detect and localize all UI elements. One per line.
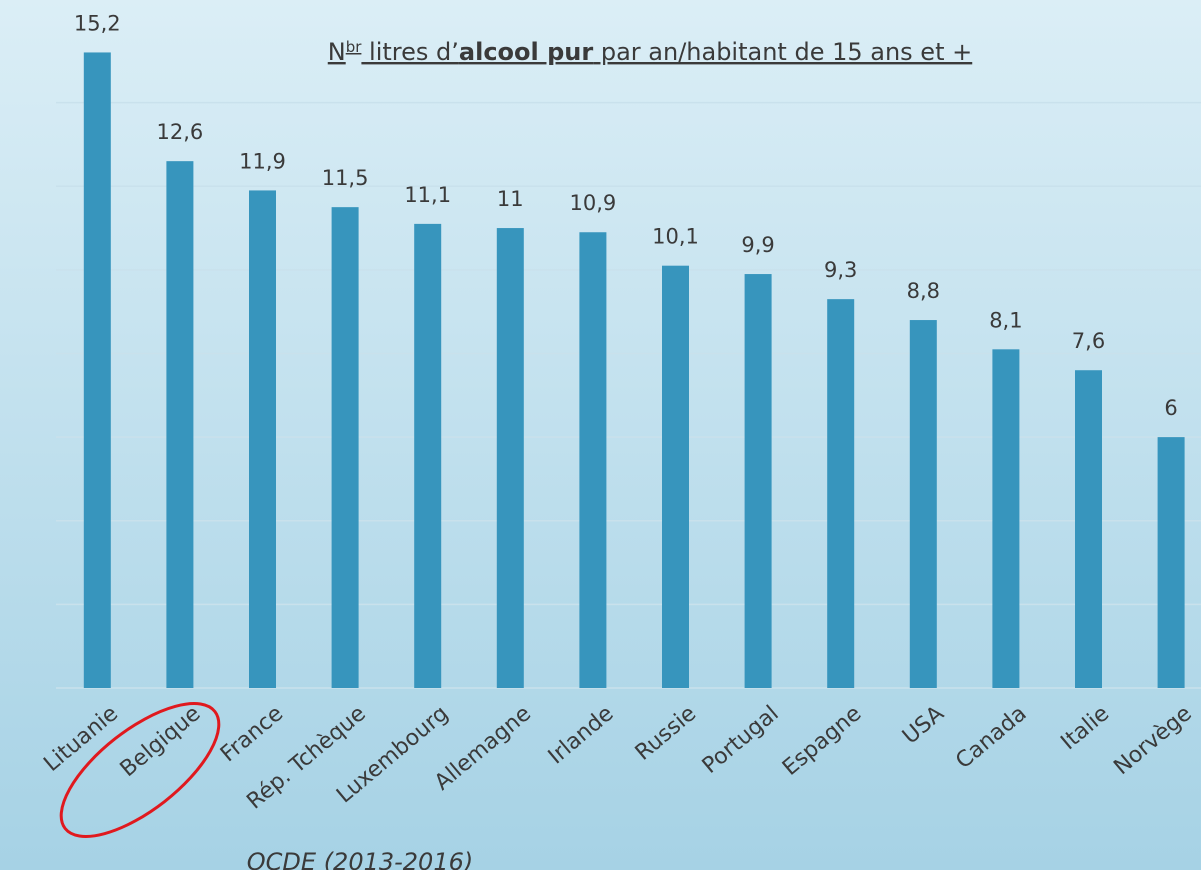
bar bbox=[992, 349, 1020, 688]
bar bbox=[579, 232, 607, 688]
value-label: 10,9 bbox=[570, 191, 617, 215]
title-part: alcool pur bbox=[459, 38, 593, 66]
bar bbox=[744, 274, 772, 688]
value-label: 9,9 bbox=[741, 233, 774, 257]
chart-title: Nbr litres d’alcool pur par an/habitant … bbox=[328, 38, 972, 66]
bar bbox=[827, 299, 855, 688]
value-label: 15,2 bbox=[74, 11, 121, 35]
bar bbox=[249, 190, 276, 688]
value-label: 11,5 bbox=[322, 166, 369, 190]
source: OCDE (2013-2016) bbox=[247, 848, 473, 870]
highlight-ellipse bbox=[59, 702, 221, 838]
value-label: 9,3 bbox=[824, 258, 857, 282]
value-label: 7,6 bbox=[1072, 329, 1105, 353]
bar bbox=[414, 223, 442, 688]
value-label: 6 bbox=[1164, 396, 1177, 420]
bar bbox=[1157, 437, 1185, 688]
value-label: 8,1 bbox=[989, 308, 1022, 332]
bar bbox=[909, 320, 937, 688]
plot: 15,2Lituanie12,6Belgique11,9France11,5Ré… bbox=[39, 11, 1201, 814]
title-part: br bbox=[346, 38, 363, 56]
value-label: 11,1 bbox=[404, 183, 451, 207]
value-label: 11,9 bbox=[239, 149, 286, 173]
bar bbox=[662, 265, 689, 688]
title-part: par an/habitant de 15 ans et + bbox=[593, 38, 972, 66]
value-label: 10,1 bbox=[652, 225, 699, 249]
title-part: litres d’ bbox=[361, 38, 458, 66]
title-part: N bbox=[328, 38, 346, 66]
value-label: 8,8 bbox=[907, 279, 940, 303]
value-label: 12,6 bbox=[157, 120, 204, 144]
bar bbox=[331, 207, 359, 688]
bar bbox=[496, 228, 524, 688]
bar bbox=[1075, 370, 1102, 688]
bar bbox=[166, 161, 194, 689]
bar bbox=[83, 52, 111, 688]
value-label: 11 bbox=[497, 187, 524, 211]
